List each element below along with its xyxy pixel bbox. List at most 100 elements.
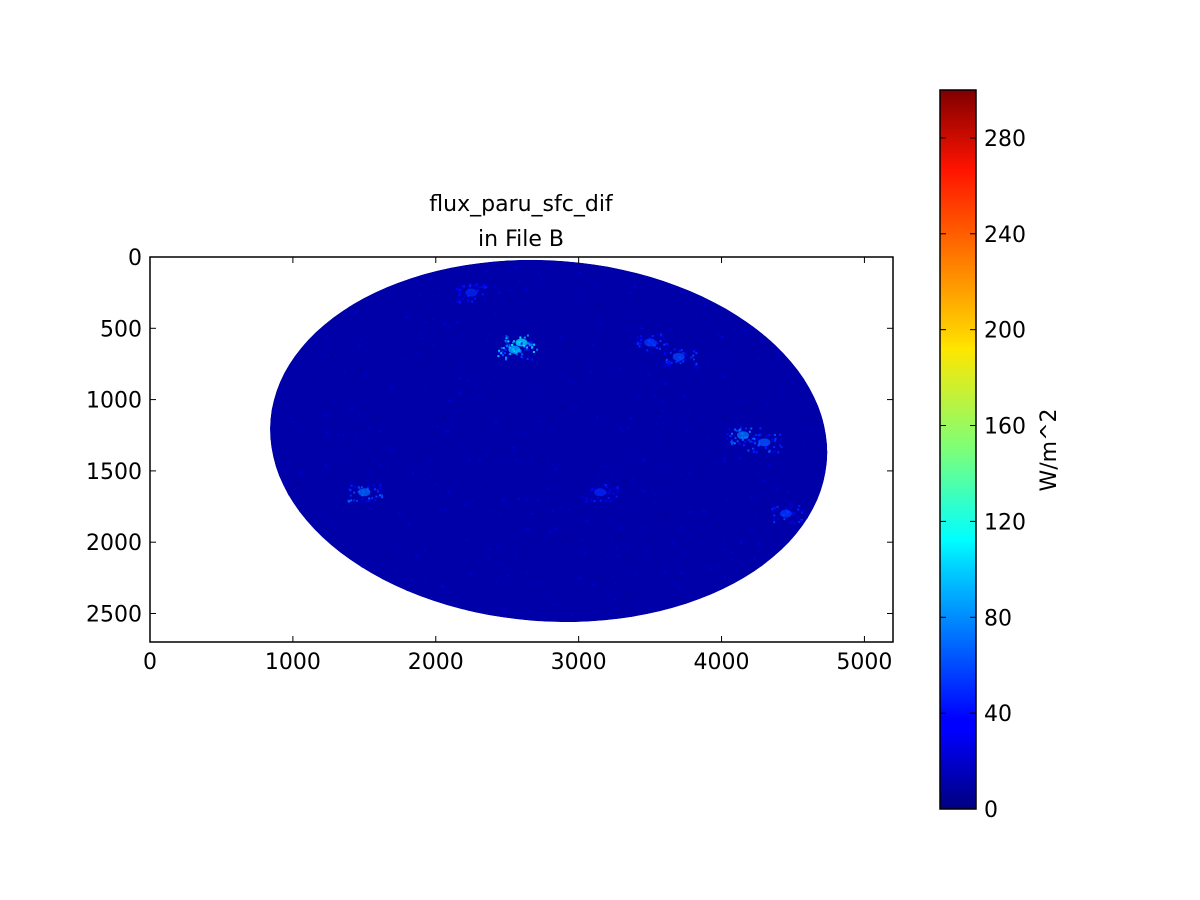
texture-pixel <box>521 567 524 570</box>
hotspot-pixel <box>663 352 666 355</box>
texture-pixel <box>354 556 359 558</box>
texture-pixel <box>693 437 697 441</box>
texture-pixel <box>562 446 566 449</box>
texture-pixel <box>662 468 665 471</box>
hotspot-pixel <box>682 360 685 363</box>
texture-pixel <box>482 270 484 273</box>
x-tick-label: 4000 <box>694 650 750 675</box>
colorbar-tick-label: 0 <box>984 798 998 823</box>
texture-pixel <box>554 527 558 530</box>
texture-pixel <box>765 524 769 526</box>
texture-pixel <box>440 584 445 588</box>
texture-pixel <box>288 481 293 484</box>
texture-pixel <box>435 415 440 418</box>
texture-pixel <box>651 490 654 492</box>
texture-pixel <box>275 456 277 460</box>
texture-pixel <box>313 396 316 398</box>
texture-pixel <box>434 363 438 365</box>
texture-pixel <box>561 543 565 547</box>
texture-pixel <box>757 493 760 495</box>
colorbar-frame <box>939 89 977 810</box>
texture-pixel <box>604 571 606 573</box>
texture-pixel <box>447 490 451 494</box>
texture-pixel <box>664 512 668 515</box>
colorbar-tick-label: 80 <box>984 606 1012 631</box>
texture-pixel <box>636 317 640 319</box>
y-axis: 0 500 1000 1500 2000 2500 <box>86 246 893 627</box>
colorbar-tick-label: 240 <box>984 223 1026 248</box>
texture-pixel <box>770 548 773 550</box>
texture-pixel <box>462 551 466 554</box>
texture-pixel <box>534 291 537 293</box>
texture-pixel <box>803 440 805 443</box>
texture-pixel <box>359 421 361 423</box>
chart-title-line-2: in File B <box>478 227 564 252</box>
texture-pixel <box>506 369 510 372</box>
texture-pixel <box>496 261 499 263</box>
texture-pixel <box>291 421 295 424</box>
texture-pixel <box>286 475 289 479</box>
hotspot-pixel <box>477 286 480 289</box>
texture-pixel <box>504 447 507 450</box>
texture-pixel <box>598 579 602 583</box>
texture-pixel <box>689 510 693 514</box>
texture-pixel <box>447 304 451 308</box>
texture-pixel <box>546 497 550 500</box>
texture-pixel <box>661 558 663 561</box>
texture-pixel <box>551 509 554 512</box>
texture-pixel <box>724 445 728 447</box>
hotspot-pixel <box>608 489 611 491</box>
texture-pixel <box>597 521 600 524</box>
hotspot-pixel <box>379 494 381 497</box>
texture-pixel <box>641 323 643 326</box>
texture-pixel <box>769 541 772 543</box>
x-tick-label: 1000 <box>265 650 321 675</box>
texture-pixel <box>506 363 509 366</box>
texture-pixel <box>442 307 444 309</box>
texture-pixel <box>493 584 496 586</box>
texture-pixel <box>721 467 723 471</box>
texture-pixel <box>713 590 715 594</box>
texture-pixel <box>489 334 493 336</box>
texture-pixel <box>587 364 591 367</box>
texture-pixel <box>298 470 301 474</box>
texture-pixel <box>631 406 633 408</box>
texture-pixel <box>631 321 634 323</box>
texture-pixel <box>536 458 540 461</box>
texture-pixel <box>669 589 674 592</box>
texture-pixel <box>493 402 495 406</box>
texture-pixel <box>478 458 482 462</box>
hotspot-pixel <box>749 440 752 443</box>
texture-pixel <box>454 411 457 413</box>
texture-pixel <box>704 371 708 374</box>
texture-pixel <box>344 456 348 458</box>
texture-pixel <box>386 514 390 516</box>
texture-pixel <box>586 588 589 592</box>
texture-pixel <box>603 416 607 419</box>
hotspot-pixel <box>791 512 794 515</box>
texture-pixel <box>398 578 402 581</box>
texture-pixel <box>470 319 472 321</box>
texture-pixel <box>417 470 421 473</box>
hotspot-pixel <box>348 500 351 503</box>
texture-pixel <box>757 542 761 546</box>
texture-pixel <box>458 392 463 395</box>
texture-pixel <box>496 576 501 579</box>
texture-pixel <box>314 437 319 440</box>
texture-pixel <box>378 472 382 475</box>
texture-pixel <box>641 526 644 530</box>
texture-pixel <box>299 412 304 414</box>
texture-pixel <box>484 369 488 371</box>
texture-pixel <box>728 412 732 416</box>
texture-pixel <box>681 568 684 570</box>
hotspot-pixel <box>758 434 761 437</box>
texture-pixel <box>796 482 799 485</box>
hotspot-pixel <box>669 351 672 354</box>
texture-pixel <box>802 397 804 400</box>
hotspot-pixel <box>790 520 793 523</box>
hotspot-pixel <box>733 442 736 445</box>
hotspot-pixel <box>772 510 775 513</box>
texture-pixel <box>507 505 510 509</box>
texture-pixel <box>778 352 780 355</box>
texture-pixel <box>760 563 763 567</box>
